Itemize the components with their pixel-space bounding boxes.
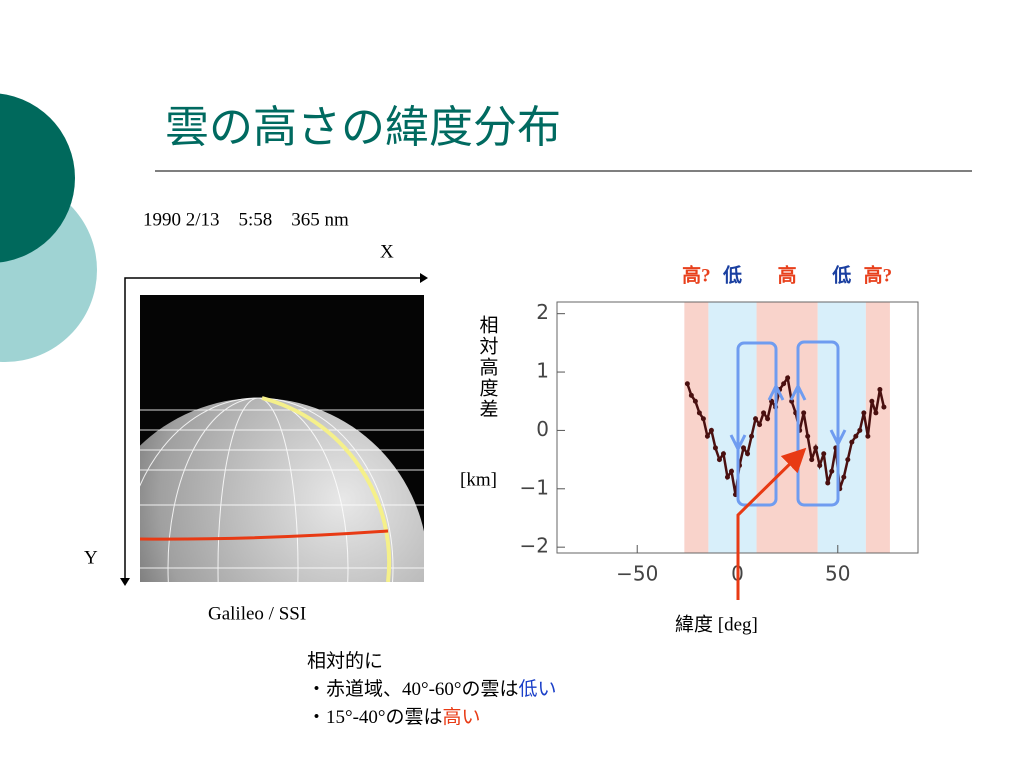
data-point — [741, 445, 747, 451]
data-point — [781, 381, 787, 387]
pointer-arrow — [736, 447, 807, 600]
band — [817, 302, 866, 553]
data-point — [761, 410, 767, 416]
band-label: 高 — [778, 263, 797, 286]
image-credit: Galileo / SSI — [208, 603, 306, 624]
band — [708, 302, 757, 553]
data-point — [809, 457, 815, 463]
flow-loops — [729, 340, 847, 507]
data-point — [745, 451, 751, 457]
data-point — [857, 427, 863, 433]
band-label: 高? — [682, 263, 711, 286]
x-axis-title: 緯度 [deg] — [675, 613, 758, 635]
band-label: 低 — [831, 263, 851, 286]
band — [756, 302, 818, 553]
galileo-image — [140, 295, 424, 582]
band-label: 低 — [722, 263, 742, 286]
data-point — [853, 433, 859, 439]
note-text: 低い — [519, 678, 557, 700]
note-line: 相対的に — [307, 650, 383, 672]
image-caption: 1990 2/13 5:58 365 nm — [143, 209, 349, 230]
data-point — [829, 468, 835, 474]
y-tick-label: −2 — [520, 534, 549, 558]
data-point — [789, 398, 795, 404]
note-text: 高い — [443, 706, 481, 728]
data-point — [861, 410, 867, 416]
y-axis-label: Y — [84, 547, 98, 568]
y-tick-label: 0 — [536, 417, 549, 441]
slide-title: 雲の高さの緯度分布 — [165, 102, 561, 153]
data-point — [813, 445, 819, 451]
y-tick-label: 2 — [536, 300, 549, 324]
note-line: ・15°-40°の雲は高い — [307, 706, 481, 728]
data-point — [692, 398, 698, 404]
data-point — [801, 410, 807, 416]
data-point — [825, 480, 831, 486]
data-point — [821, 451, 827, 457]
note-text: ・赤道域、40°-60°の雲は — [307, 678, 519, 700]
data-point — [841, 474, 847, 480]
data-point — [749, 433, 755, 439]
band-label: 高? — [864, 263, 893, 286]
y-tick-label: −1 — [520, 475, 549, 499]
data-point — [688, 392, 694, 398]
y-axis-unit: [km] — [460, 469, 497, 490]
y-axis-title: 相対高度差 — [477, 315, 499, 420]
x-tick-label: −50 — [616, 562, 658, 586]
data-point — [881, 404, 887, 410]
data-point — [817, 462, 823, 468]
data-point — [865, 433, 871, 439]
data-point — [845, 457, 851, 463]
data-point — [849, 439, 855, 445]
axes-arrow — [124, 277, 420, 583]
data-point — [873, 410, 879, 416]
data-point — [869, 398, 875, 404]
y-tick-label: 1 — [536, 359, 549, 383]
data-point — [700, 416, 706, 422]
data-point — [696, 410, 702, 416]
note-text: ・15°-40°の雲は — [307, 707, 443, 728]
data-point — [720, 451, 726, 457]
data-point — [704, 433, 710, 439]
note-line: ・赤道域、40°-60°の雲は低い — [307, 678, 557, 700]
data-point — [712, 445, 718, 451]
data-point — [724, 474, 730, 480]
data-point — [728, 468, 734, 474]
x-axis-label: X — [380, 241, 394, 262]
data-point — [708, 427, 714, 433]
note-text: 相対的に — [307, 650, 383, 672]
data-point — [877, 387, 883, 393]
data-point — [805, 433, 811, 439]
x-tick-label: 50 — [825, 562, 850, 586]
data-point — [716, 457, 722, 463]
data-point — [765, 416, 771, 422]
data-point — [757, 422, 763, 428]
data-point — [684, 381, 690, 387]
decor-circle — [0, 93, 75, 263]
data-point — [785, 375, 791, 381]
data-point — [753, 416, 759, 422]
